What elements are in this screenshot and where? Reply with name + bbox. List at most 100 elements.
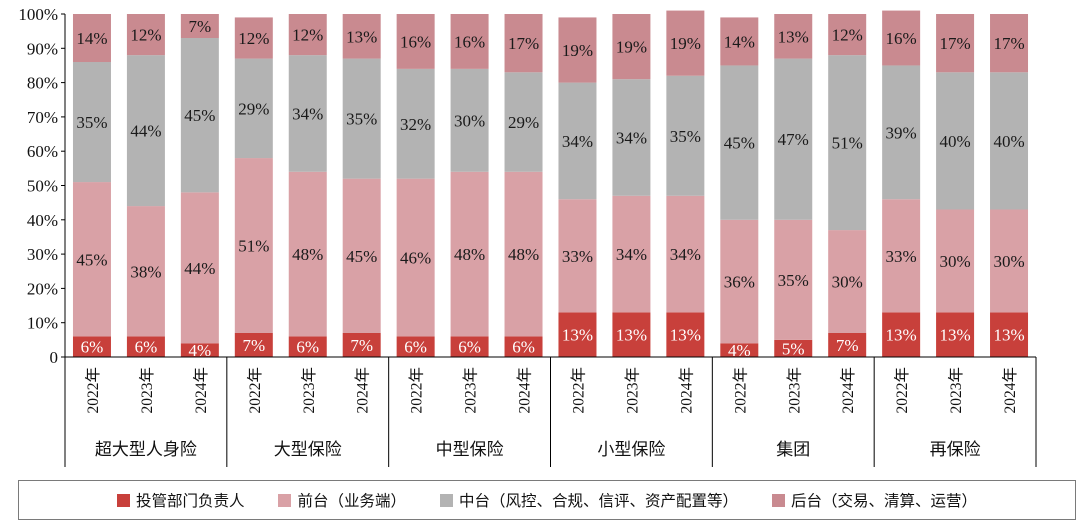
legend-swatch [440,493,453,507]
bar-segment [774,339,813,357]
bar-segment [990,209,1029,313]
data-label: 47% [778,130,809,149]
y-tick-label: 40% [27,211,58,230]
data-label: 4% [189,341,212,360]
bar-segment [396,336,435,357]
legend-swatch [116,493,130,507]
y-tick-label: 20% [27,279,58,298]
data-label: 7% [836,336,859,355]
bar-segment [990,312,1029,357]
bar-segment [180,14,219,39]
legend-label: 后台（交易、清算、运营） [791,492,978,510]
x-tick-label: 2022年 [569,367,587,414]
data-label: 44% [184,259,215,278]
bar-segment [828,230,867,333]
data-label: 30% [454,111,485,130]
x-tick-label: 2022年 [408,367,426,414]
y-tick-label: 100% [18,5,58,24]
bar-segment [180,343,219,357]
x-tick-label: 2023年 [462,367,480,414]
bar-segment [828,14,867,56]
bar-segment [396,178,435,337]
data-label: 44% [130,122,161,141]
bar-segment [504,336,543,357]
bar-segment [936,14,975,73]
y-tick-label: 50% [27,177,58,196]
bar-segment [558,82,597,200]
data-label: 40% [993,132,1024,151]
data-label: 7% [242,336,265,355]
data-label: 7% [350,336,373,355]
data-label: 6% [512,338,535,357]
x-tick-label: 2023年 [947,367,965,414]
data-label: 17% [508,34,539,53]
data-label: 35% [778,271,809,290]
data-label: 17% [939,34,970,53]
data-label: 13% [562,326,593,345]
data-label: 12% [832,26,863,45]
bar-segment [234,58,273,159]
group-label: 再保险 [930,440,981,460]
data-label: 19% [616,38,647,57]
data-label: 13% [778,27,809,46]
bar-segment [720,65,759,220]
data-label: 48% [454,245,485,264]
y-tick-label: 0 [50,348,59,367]
data-label: 7% [189,17,212,36]
x-tick-label: 2022年 [84,367,102,414]
data-label: 6% [296,338,319,357]
bar-segment [720,343,759,357]
bar-segment [990,72,1029,210]
bar-segment [288,14,327,56]
x-tick-label: 2024年 [1001,367,1019,414]
data-label: 13% [346,27,377,46]
bar-segment [936,209,975,313]
data-label: 45% [346,247,377,266]
bar-segment [558,17,597,83]
data-label: 16% [886,29,917,48]
legend: 投管部门负责人 前台（业务端） 中台（风控、合规、信评、资产配置等） 后台（交易、清算… [18,480,1076,520]
data-label: 32% [400,115,431,134]
group-label: 大型保险 [274,440,342,460]
bar-segment [342,14,381,59]
y-tick-label: 70% [27,108,58,127]
data-label: 51% [238,237,269,256]
bar-segment [882,10,921,66]
data-label: 48% [508,245,539,264]
group-label: 中型保险 [436,440,504,460]
bar-segment [180,192,219,344]
bar-segment [126,206,165,337]
bar-segment [342,58,381,179]
bar-segment [450,171,489,337]
data-label: 35% [346,110,377,129]
bar-segment [504,171,543,337]
data-label: 6% [404,338,427,357]
group-label: 超大型人身险 [95,440,197,460]
bar-segment [288,336,327,357]
legend-item: 中台（风控、合规、信评、资产配置等） [440,489,738,511]
group-label: 集团 [776,440,810,460]
data-label: 39% [886,123,917,142]
data-label: 6% [458,338,481,357]
data-label: 30% [939,252,970,271]
bar-segment [936,72,975,210]
data-label: 16% [454,32,485,51]
bar-segment [558,312,597,357]
data-label: 45% [76,250,107,269]
y-tick-label: 10% [27,314,58,333]
x-tick-label: 2023年 [300,367,318,414]
legend-label: 投管部门负责人 [135,492,245,510]
data-label: 19% [562,41,593,60]
bar-segment [666,10,705,76]
data-label: 12% [292,26,323,45]
bar-segment [558,199,597,313]
bar-segment [396,68,435,179]
x-tick-label: 2024年 [354,367,372,414]
data-label: 14% [724,32,755,51]
data-label: 13% [993,326,1024,345]
data-label: 35% [670,127,701,146]
bar-segment [990,14,1029,73]
data-label: 13% [616,326,647,345]
bar-segment [828,332,867,357]
